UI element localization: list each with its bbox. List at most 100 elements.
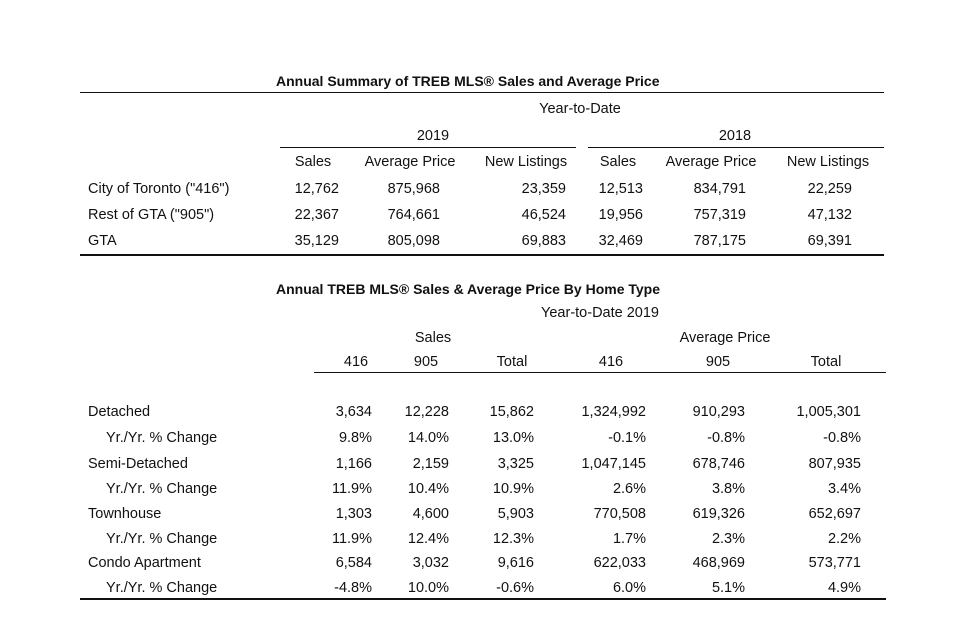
table-cell: -0.8% (707, 430, 745, 446)
table-cell: 12,228 (404, 404, 449, 420)
table-cell: 9,616 (497, 555, 534, 571)
table-cell: 678,746 (692, 456, 745, 472)
change-row-label: Yr./Yr. % Change (106, 580, 218, 596)
table2-column-header: 416 (598, 354, 624, 370)
row-label: City of Toronto ("416") (88, 181, 230, 197)
table-cell: 11.9% (331, 531, 372, 547)
table1-column-header: New Listings (786, 154, 870, 170)
table-cell: 5.1% (711, 580, 745, 596)
table-cell: 622,033 (593, 555, 646, 571)
table-cell: 1,166 (335, 456, 372, 472)
table-cell: 1,047,145 (581, 456, 646, 472)
table-cell: 805,098 (387, 233, 440, 249)
table1-top-rule (80, 92, 884, 93)
table-cell: 3,032 (412, 555, 449, 571)
table-cell: 770,508 (593, 506, 646, 522)
home-type-label: Semi-Detached (88, 456, 188, 472)
table-cell: 69,391 (807, 233, 852, 249)
table1-column-header: Sales (294, 154, 332, 170)
table-cell: 6,584 (335, 555, 372, 571)
table2-column-header: 905 (705, 354, 731, 370)
table-cell: 619,326 (692, 506, 745, 522)
table-cell: 5,903 (497, 506, 534, 522)
table-cell: 764,661 (387, 207, 440, 223)
table2-group-average-price: Average Price (679, 330, 771, 346)
table-cell: 35,129 (294, 233, 339, 249)
table-cell: 15,862 (489, 404, 534, 420)
table2-title: Annual TREB MLS® Sales & Average Price B… (276, 281, 661, 297)
table-cell: 32,469 (598, 233, 643, 249)
home-type-label: Condo Apartment (88, 555, 201, 571)
table-cell: 3.8% (711, 481, 745, 497)
table2-column-header: 905 (413, 354, 439, 370)
table-cell: 10.4% (407, 481, 449, 497)
table-cell: 834,791 (693, 181, 746, 197)
table-cell: 875,968 (387, 181, 440, 197)
table-cell: 9.8% (338, 430, 372, 446)
table-cell: 11.9% (331, 481, 372, 497)
table-cell: 652,697 (808, 506, 861, 522)
table-cell: 1.7% (612, 531, 646, 547)
table-cell: 14.0% (407, 430, 449, 446)
table-cell: -0.8% (823, 430, 861, 446)
table1-column-header: Average Price (665, 154, 757, 170)
table-cell: 2.6% (612, 481, 646, 497)
change-row-label: Yr./Yr. % Change (106, 481, 218, 497)
table-cell: 3,634 (335, 404, 372, 420)
table-cell: 3.4% (827, 481, 861, 497)
table2-bottom-rule (80, 598, 886, 600)
change-row-label: Yr./Yr. % Change (106, 531, 218, 547)
row-label: Rest of GTA ("905") (88, 207, 215, 223)
table-cell: -4.8% (334, 580, 372, 596)
table-cell: 1,324,992 (581, 404, 646, 420)
table1-column-header: Average Price (364, 154, 456, 170)
table-cell: 12.3% (492, 531, 534, 547)
table-cell: 573,771 (808, 555, 861, 571)
table2-column-header: 416 (343, 354, 369, 370)
row-label: GTA (88, 233, 117, 249)
table-cell: 757,319 (693, 207, 746, 223)
table-cell: 22,367 (294, 207, 339, 223)
table-cell: -0.1% (608, 430, 646, 446)
table-cell: 910,293 (692, 404, 745, 420)
table-cell: 6.0% (612, 580, 646, 596)
table-cell: 2,159 (412, 456, 449, 472)
home-type-label: Detached (88, 404, 151, 420)
table-cell: 12.4% (407, 531, 449, 547)
table-cell: 4,600 (412, 506, 449, 522)
table-cell: 22,259 (807, 181, 852, 197)
change-row-label: Yr./Yr. % Change (106, 430, 218, 446)
table-cell: 46,524 (521, 207, 566, 223)
table1-bottom-rule (80, 254, 884, 256)
table2-column-header: Total (496, 354, 528, 370)
table-cell: 468,969 (692, 555, 745, 571)
table-cell: 3,325 (497, 456, 534, 472)
table-cell: 807,935 (808, 456, 861, 472)
table-cell: 10.0% (407, 580, 449, 596)
table1-year-2019: 2019 (416, 128, 450, 144)
table-cell: 4.9% (827, 580, 861, 596)
table-cell: 787,175 (693, 233, 746, 249)
table-cell: 19,956 (598, 207, 643, 223)
table-cell: 12,762 (294, 181, 339, 197)
table2-column-header: Total (810, 354, 842, 370)
table1-title: Annual Summary of TREB MLS® Sales and Av… (276, 73, 660, 89)
table-cell: 2.2% (827, 531, 861, 547)
table-cell: 13.0% (492, 430, 534, 446)
home-type-label: Townhouse (88, 506, 162, 522)
table2-header-rule (314, 372, 886, 373)
table2-period: Year-to-Date 2019 (541, 305, 659, 321)
table-cell: 23,359 (521, 181, 566, 197)
table-cell: 10.9% (492, 481, 534, 497)
table1-year-2019-rule (280, 147, 576, 148)
table1-column-header: New Listings (484, 154, 568, 170)
table-cell: 12,513 (598, 181, 643, 197)
table1-year-2018-rule (588, 147, 884, 148)
table1-year-2018: 2018 (718, 128, 752, 144)
table1-column-header: Sales (599, 154, 637, 170)
table-cell: -0.6% (496, 580, 534, 596)
table-cell: 69,883 (521, 233, 566, 249)
table-cell: 1,005,301 (796, 404, 861, 420)
table-cell: 1,303 (335, 506, 372, 522)
table1-period: Year-to-Date (539, 101, 621, 117)
